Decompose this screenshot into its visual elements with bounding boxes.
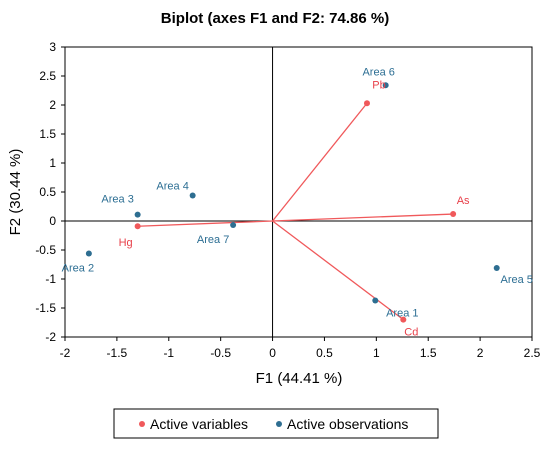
y-tick-label: 3 — [49, 40, 56, 54]
variable-label-hg: Hg — [119, 237, 133, 249]
legend-marker-observations — [276, 421, 282, 427]
y-tick-label: -0.5 — [35, 243, 56, 257]
x-axis-label: F1 (44.41 %) — [256, 370, 343, 387]
x-tick-label: -1.5 — [107, 346, 128, 360]
observation-point-area-3 — [134, 211, 141, 218]
variable-point-cd — [400, 316, 407, 323]
variable-label-as: As — [457, 195, 470, 207]
legend: Active variables Active observations — [113, 408, 439, 439]
variable-label-pb: Pb — [372, 79, 385, 91]
legend-label-observations: Active observations — [287, 416, 408, 432]
observation-label-area-3: Area 3 — [101, 194, 133, 206]
observation-label-area-1: Area 1 — [386, 307, 418, 319]
y-axis-label: F2 (30.44 %) — [7, 149, 24, 236]
observation-label-area-5: Area 5 — [501, 274, 533, 286]
observation-point-area-7 — [230, 222, 237, 229]
legend-box — [113, 408, 439, 439]
x-tick-label: 2 — [477, 346, 484, 360]
variable-point-as — [450, 211, 457, 218]
variable-point-pb — [363, 100, 370, 107]
y-tick-label: -2 — [45, 330, 56, 344]
x-tick-label: 0.5 — [316, 346, 333, 360]
y-tick-label: 2 — [49, 98, 56, 112]
x-tick-label: 1.5 — [420, 346, 437, 360]
chart-title: Biplot (axes F1 and F2: 74.86 %) — [161, 10, 389, 27]
observation-point-area-2 — [85, 250, 92, 257]
x-tick-label: -2 — [60, 346, 71, 360]
y-tick-label: 0 — [49, 214, 56, 228]
variable-vector-as — [272, 213, 454, 222]
x-tick-label: -0.5 — [210, 346, 231, 360]
x-tick-labels: -2 -1.5 -1 -0.5 0 0.5 1 1.5 2 2.5 — [60, 337, 541, 360]
observation-point-area-4 — [189, 192, 196, 199]
y-tick-labels: -2 -1.5 -1 -0.5 0 0.5 1 1.5 2 2.5 3 — [35, 40, 65, 344]
x-tick-label: -1 — [163, 346, 174, 360]
y-tick-label: 1.5 — [39, 127, 56, 141]
observation-point-area-6 — [382, 82, 389, 89]
variable-vector-hg — [137, 220, 273, 227]
y-tick-label: -1 — [45, 272, 56, 286]
x-tick-label: 2.5 — [524, 346, 541, 360]
y-tick-label: -1.5 — [35, 301, 56, 315]
observation-label-area-2: Area 2 — [62, 262, 94, 274]
x-tick-label: 0 — [269, 346, 276, 360]
variable-point-hg — [134, 223, 141, 230]
axes — [65, 47, 532, 337]
y-tick-label: 2.5 — [39, 69, 56, 83]
legend-label-variables: Active variables — [150, 416, 248, 432]
observation-point-area-1 — [372, 297, 379, 304]
data-points — [85, 82, 500, 323]
variable-vector-pb — [272, 102, 368, 222]
x-tick-label: 1 — [373, 346, 380, 360]
observation-label-area-4: Area 4 — [156, 180, 188, 192]
variable-vectors — [137, 102, 454, 321]
variable-label-cd: Cd — [404, 327, 418, 339]
plot-area-border — [64, 46, 533, 338]
point-labels: Pb As Hg Cd Area 6 Area 4 Area 3 Area 7 Area 2 Ar… — [62, 66, 533, 338]
y-tick-label: 1 — [49, 156, 56, 170]
observation-label-area-6: Area 6 — [362, 66, 394, 78]
variable-vector-cd — [272, 220, 404, 321]
observation-point-area-5 — [493, 264, 500, 271]
y-tick-label: 0.5 — [39, 185, 56, 199]
legend-marker-variables — [139, 421, 145, 427]
observation-label-area-7: Area 7 — [197, 234, 229, 246]
